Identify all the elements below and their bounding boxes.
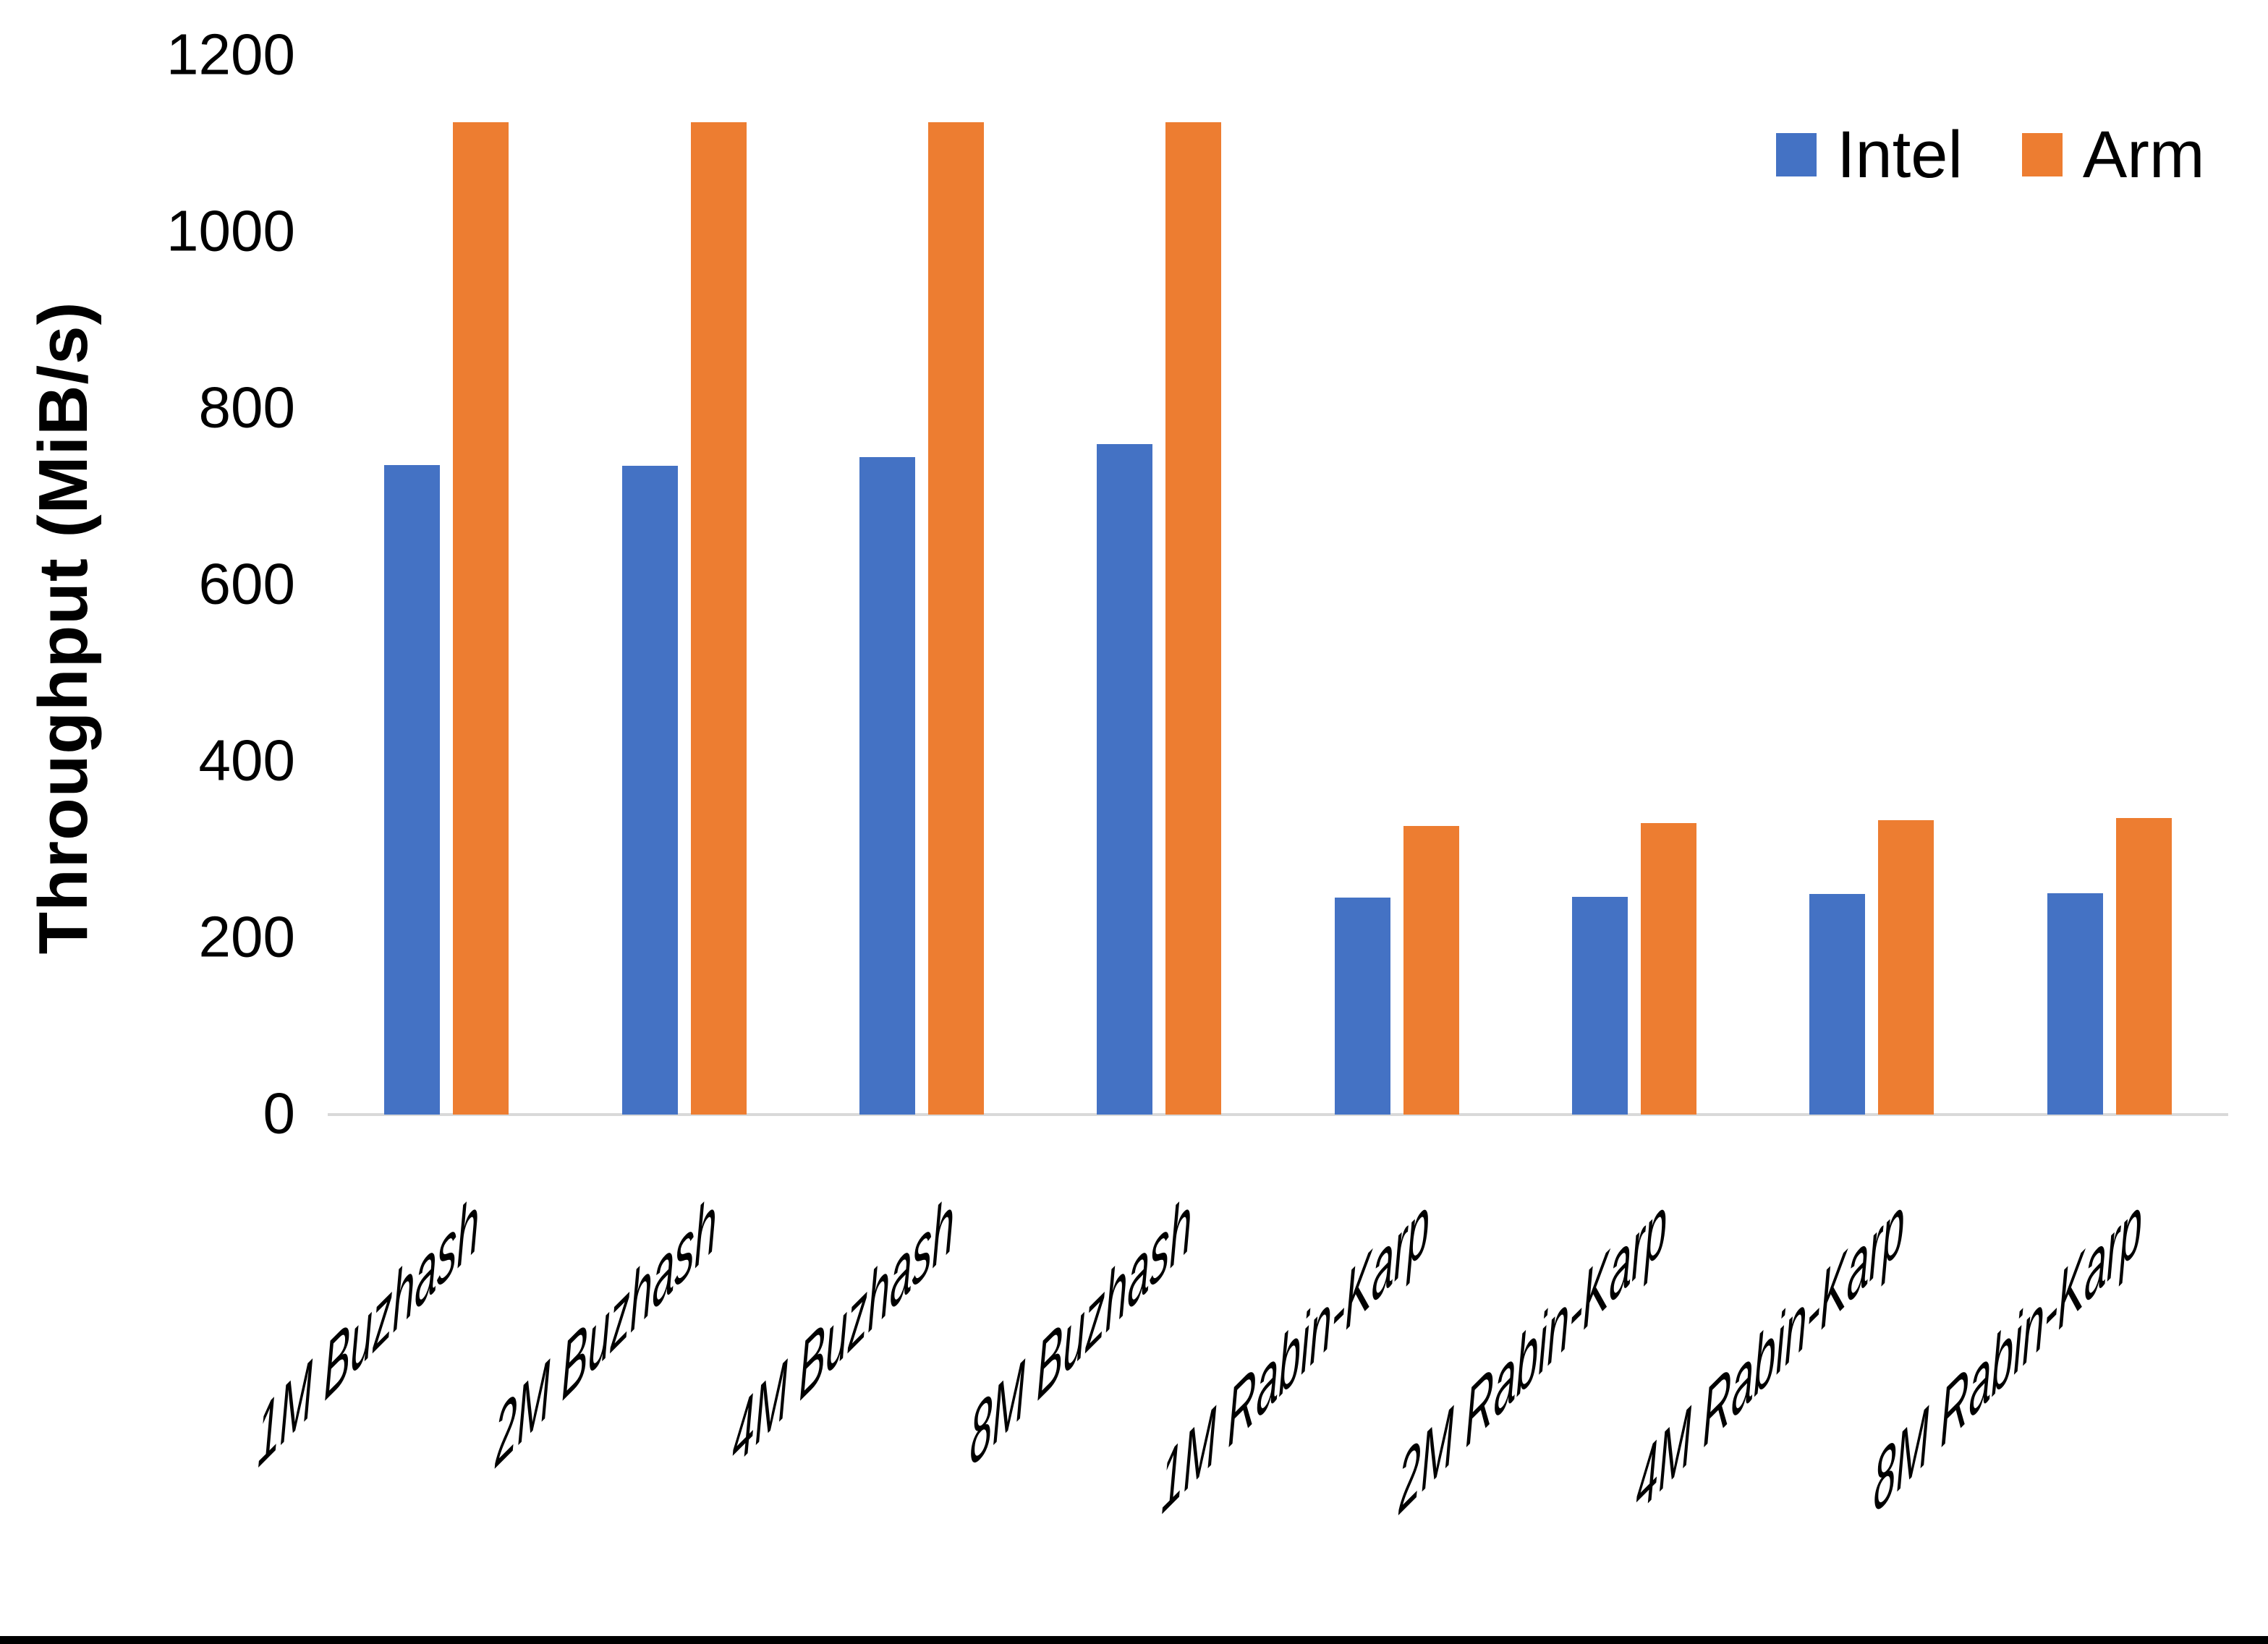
legend-item-intel: Intel <box>1776 122 1963 188</box>
y-tick-label-600: 600 <box>198 551 295 616</box>
y-tick-label-1000: 1000 <box>166 198 295 263</box>
bar-arm-2m-rabin-karp <box>1641 823 1697 1115</box>
bar-intel-2m-buzhash <box>621 466 678 1115</box>
bar-intel-4m-buzhash <box>859 457 915 1115</box>
legend-label-arm: Arm <box>2082 118 2205 192</box>
bar-intel-1m-rabin-karp <box>1334 897 1390 1115</box>
bar-intel-2m-rabin-karp <box>1572 896 1628 1115</box>
bar-intel-1m-buzhash <box>384 465 441 1115</box>
legend-item-arm: Arm <box>2021 118 2205 192</box>
bar-intel-4m-rabin-karp <box>1809 894 1866 1115</box>
bar-arm-1m-rabin-karp <box>1403 826 1459 1115</box>
bar-intel-8m-buzhash <box>1097 443 1153 1115</box>
y-tick-label-400: 400 <box>198 728 295 793</box>
bar-arm-4m-buzhash <box>927 122 984 1115</box>
y-tick-label-800: 800 <box>198 375 295 440</box>
arm-series-swatch <box>2021 133 2063 176</box>
intel-series-swatch <box>1776 133 1817 176</box>
legend: Intel Arm <box>1776 122 2205 188</box>
y-tick-label-1200: 1200 <box>166 22 295 87</box>
legend-label-intel: Intel <box>1837 118 1963 192</box>
bar-arm-4m-rabin-karp <box>1878 819 1934 1115</box>
bar-arm-2m-buzhash <box>690 122 747 1115</box>
bar-arm-8m-rabin-karp <box>2115 818 2172 1115</box>
bar-intel-8m-rabin-karp <box>2047 893 2103 1115</box>
y-tick-label-200: 200 <box>198 904 295 969</box>
bar-arm-1m-buzhash <box>453 122 509 1115</box>
x-axis-line <box>328 1113 2228 1116</box>
y-tick-label-0: 0 <box>263 1081 296 1146</box>
window-bottom-edge <box>0 1636 2268 1644</box>
bar-arm-8m-buzhash <box>1165 122 1222 1115</box>
